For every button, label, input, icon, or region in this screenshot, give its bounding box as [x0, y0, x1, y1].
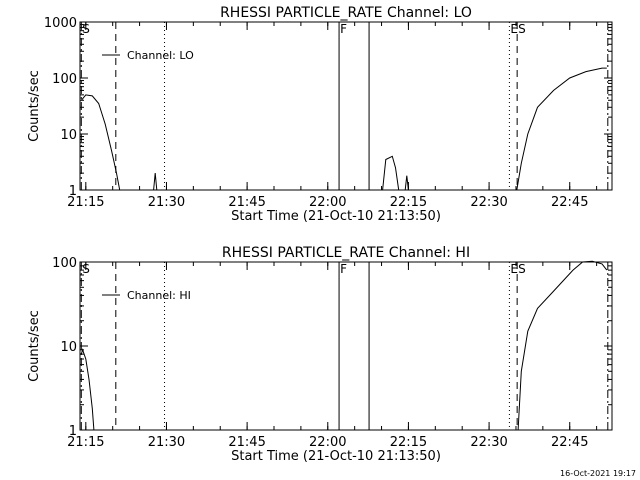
event-marker-label: S [82, 22, 90, 36]
series-line [80, 348, 95, 431]
x-tick-label: 22:15 [390, 435, 427, 450]
y-tick-label: 1 [69, 184, 77, 199]
event-marker-label: F [340, 22, 347, 36]
x-tick-label: 21:45 [228, 435, 265, 450]
x-tick-label: 21:30 [148, 195, 185, 210]
chart-title: RHESSI PARTICLE_RATE Channel: HI [222, 245, 470, 261]
y-tick-label: 1 [69, 424, 77, 439]
x-tick-label: 22:15 [390, 195, 427, 210]
chart-title: RHESSI PARTICLE_RATE Channel: LO [220, 5, 472, 21]
x-tick-label: 22:00 [309, 195, 346, 210]
legend-label: Channel: HI [127, 289, 191, 302]
y-axis-label: Counts/sec [27, 70, 42, 142]
panel-lo: RHESSI PARTICLE_RATE Channel: LO 1 10 100 10… [27, 5, 613, 224]
x-axis-label: Start Time (21-Oct-10 21:13:50) [231, 209, 441, 224]
x-tick-label: 22:45 [551, 195, 588, 210]
x-tick-label: 22:30 [470, 435, 507, 450]
event-marker-label: S [518, 22, 526, 36]
series-line [153, 173, 158, 191]
series-line [80, 94, 121, 191]
x-tick-label: 21:15 [67, 435, 104, 450]
x-tick-label: 21:30 [148, 435, 185, 450]
series-line [404, 175, 409, 191]
y-tick-label: 10 [60, 128, 77, 143]
event-marker-label: S [82, 262, 90, 276]
x-axis-label: Start Time (21-Oct-10 21:13:50) [231, 449, 441, 464]
y-tick-label: 10 [60, 340, 77, 355]
event-marker-label: F [340, 262, 347, 276]
legend-label: Channel: LO [127, 49, 194, 62]
event-marker-label: E [510, 22, 518, 36]
x-tick-label: 22:30 [470, 195, 507, 210]
y-tick-label: 100 [52, 256, 77, 271]
y-tick-label: 100 [52, 72, 77, 87]
event-marker-label: E [510, 262, 518, 276]
x-tick-label: 22:00 [309, 435, 346, 450]
event-marker-label: S [518, 262, 526, 276]
y-tick-label: 1000 [44, 16, 77, 31]
series-line [516, 67, 607, 191]
series-line [382, 155, 400, 191]
x-tick-label: 21:45 [228, 195, 265, 210]
timestamp-label: 16-Oct-2021 19:17 [560, 469, 636, 478]
panel-hi: RHESSI PARTICLE_RATE Channel: HI 1 10 100 21… [27, 245, 613, 464]
y-axis-label: Counts/sec [27, 310, 42, 382]
plot-frame [79, 21, 613, 191]
x-tick-label: 21:15 [67, 195, 104, 210]
x-tick-label: 22:45 [551, 435, 588, 450]
series-line [517, 260, 608, 431]
plot-frame [79, 261, 613, 431]
